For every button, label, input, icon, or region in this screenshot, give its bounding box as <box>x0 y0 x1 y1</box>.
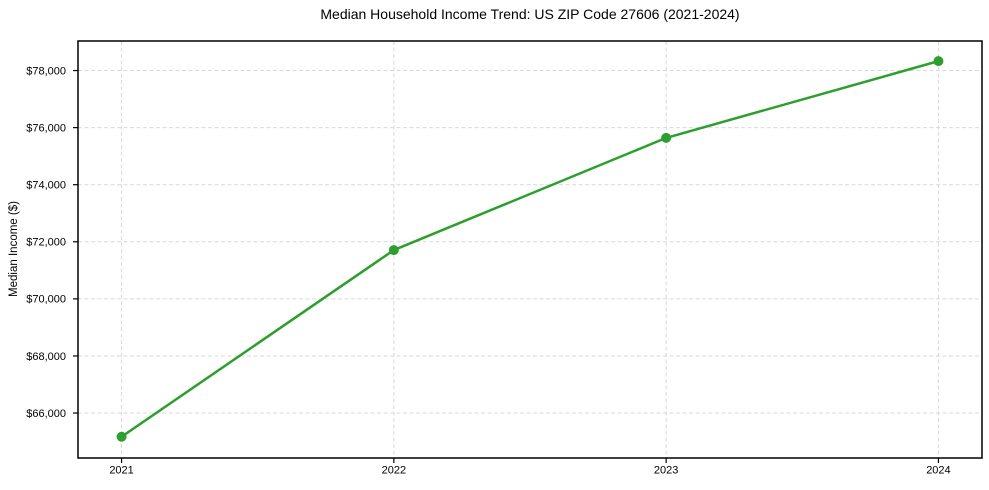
y-tick-label: $72,000 <box>26 237 66 249</box>
x-tick-label: 2022 <box>382 465 406 477</box>
y-tick-label: $76,000 <box>26 122 66 134</box>
x-tick-label: 2024 <box>926 465 950 477</box>
data-point <box>116 431 127 442</box>
y-tick-label: $74,000 <box>26 180 66 192</box>
x-tick-labels: 2021 2022 2023 2024 <box>109 465 950 477</box>
chart-title: Median Household Income Trend: US ZIP Co… <box>320 6 740 22</box>
data-point <box>388 245 399 256</box>
y-tick-label: $68,000 <box>26 351 66 363</box>
spines <box>77 40 983 459</box>
y-tick-label: $66,000 <box>26 408 66 420</box>
axis-ticks <box>73 69 940 463</box>
x-tick-label: 2023 <box>654 465 678 477</box>
data-points <box>116 56 944 442</box>
y-tick-label: $78,000 <box>26 65 66 77</box>
x-tick-label: 2021 <box>109 465 133 477</box>
data-line <box>120 59 940 438</box>
data-point <box>933 56 944 67</box>
series-line <box>120 59 940 438</box>
y-tick-labels: $66,000 $68,000 $70,000 $72,000 $74,000 $76,0… <box>26 65 66 420</box>
y-tick-label: $70,000 <box>26 294 66 306</box>
gridlines <box>78 41 982 458</box>
data-point <box>661 132 672 143</box>
plot-border <box>77 40 983 459</box>
